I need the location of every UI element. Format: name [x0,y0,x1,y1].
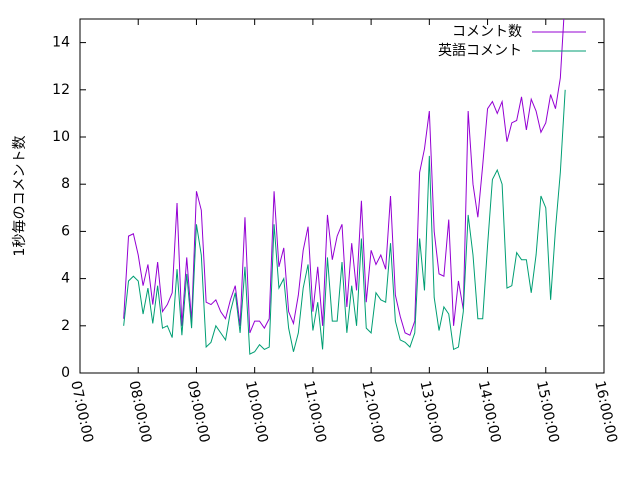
y-tick-label: 2 [61,318,70,334]
data-line [123,89,566,355]
y-tick-label: 8 [61,176,70,192]
legend-label: コメント数 [452,24,522,40]
y-tick-label: 12 [52,82,70,98]
x-tick-label: 08:00:00 [125,379,154,444]
x-tick-label: 13:00:00 [417,379,446,444]
plot-border [79,18,605,374]
y-tick-label: 4 [61,271,70,287]
x-tick-label: 12:00:00 [358,379,387,444]
x-tick-label: 15:00:00 [533,379,562,444]
data-line [123,19,565,336]
x-tick-label: 14:00:00 [475,379,504,444]
y-axis-label: 1秒毎のコメント数 [12,136,28,257]
x-tick-label: 16:00:00 [591,379,620,444]
x-tick-label: 09:00:00 [184,379,213,444]
legend-label: 英語コメント [438,42,522,59]
x-tick-label: 07:00:00 [67,379,96,444]
y-tick-label: 10 [52,129,70,145]
plot-lines [123,19,566,355]
x-tick-label: 11:00:00 [300,379,329,444]
y-tick-label: 14 [52,35,70,51]
y-tick-label: 6 [61,223,70,239]
y-tick-label: 0 [61,365,70,381]
x-tick-label: 10:00:00 [242,379,271,444]
